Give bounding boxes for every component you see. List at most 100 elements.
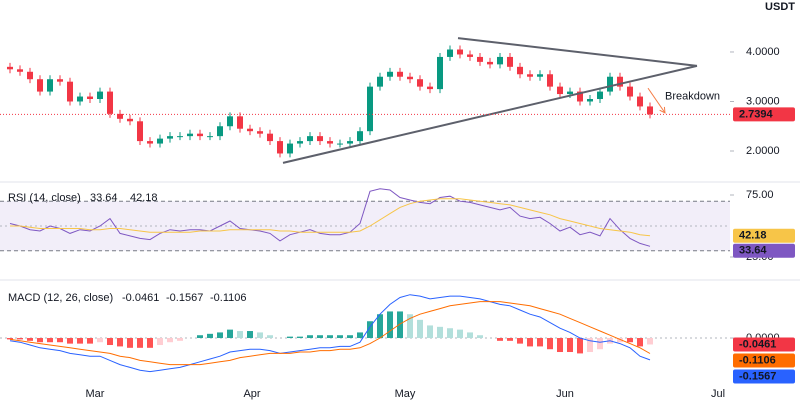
histogram-bar bbox=[627, 338, 633, 343]
y-tick-label: 3.0000 bbox=[746, 95, 780, 107]
histogram-bar bbox=[437, 326, 443, 339]
macd-line bbox=[9, 294, 651, 373]
pane-legend: MACD (12, 26, close) bbox=[8, 292, 113, 304]
arrow bbox=[647, 87, 666, 114]
histogram-bar bbox=[37, 338, 43, 343]
histogram-bar bbox=[367, 321, 373, 339]
macd-line bbox=[9, 301, 651, 366]
histogram-bar bbox=[517, 338, 523, 344]
histogram-bar bbox=[317, 335, 323, 339]
candle-body bbox=[327, 141, 333, 144]
currency-label: USDT bbox=[765, 1, 795, 13]
value-label-box bbox=[733, 228, 795, 243]
candle-body bbox=[317, 136, 323, 142]
candle-body bbox=[527, 74, 533, 77]
value-label: 42.18 bbox=[739, 230, 767, 242]
candle-body bbox=[547, 74, 553, 87]
histogram-bar bbox=[237, 331, 243, 339]
histogram-bar bbox=[27, 338, 33, 341]
histogram-bar bbox=[227, 329, 233, 339]
candle-body bbox=[627, 86, 633, 97]
candle-body bbox=[217, 126, 223, 137]
candle-body bbox=[187, 133, 193, 137]
candle-body bbox=[367, 86, 373, 132]
candle-body bbox=[167, 136, 173, 139]
candle-body bbox=[307, 136, 313, 142]
histogram-bar bbox=[327, 335, 333, 339]
x-tick-label: Apr bbox=[243, 388, 260, 400]
candle-body bbox=[487, 61, 493, 65]
legend-value: -0.1567 bbox=[166, 292, 203, 304]
candle-body bbox=[507, 56, 513, 67]
histogram-bar bbox=[377, 314, 383, 339]
candle-body bbox=[427, 86, 433, 90]
histogram-bar bbox=[447, 328, 453, 339]
histogram-bar bbox=[497, 338, 503, 341]
histogram-bar bbox=[247, 331, 253, 339]
histogram-bar bbox=[207, 333, 213, 339]
candle-body bbox=[147, 141, 153, 144]
x-tick-label: Mar bbox=[86, 388, 105, 400]
histogram-bar bbox=[357, 332, 363, 339]
histogram-bar bbox=[407, 314, 413, 339]
candle-body bbox=[237, 116, 243, 129]
candle-body bbox=[617, 76, 623, 87]
histogram-bar bbox=[547, 338, 553, 350]
y-tick-label: 75.00 bbox=[746, 189, 774, 201]
histogram-bar bbox=[557, 338, 563, 353]
histogram-bar bbox=[127, 338, 133, 348]
histogram-bar bbox=[457, 329, 463, 339]
candle-body bbox=[567, 91, 573, 95]
candle-body bbox=[267, 133, 273, 142]
value-label-box bbox=[733, 353, 795, 368]
candle-body bbox=[577, 91, 583, 102]
y-tick-label: 2.0000 bbox=[746, 145, 780, 157]
candle-body bbox=[177, 136, 183, 138]
candle-body bbox=[117, 113, 123, 119]
histogram-bar bbox=[47, 338, 53, 343]
value-label-box bbox=[733, 369, 795, 384]
histogram-bar bbox=[197, 335, 203, 339]
legend-value: 42.18 bbox=[130, 192, 158, 204]
candle-body bbox=[17, 69, 23, 72]
histogram-bar bbox=[267, 335, 273, 339]
rsi-line bbox=[10, 198, 651, 237]
candle-body bbox=[37, 79, 43, 92]
histogram-bar bbox=[347, 335, 353, 339]
histogram-bar bbox=[417, 319, 423, 339]
histogram-bar bbox=[647, 338, 653, 345]
trendline bbox=[457, 37, 698, 67]
histogram-bar bbox=[637, 338, 643, 347]
candle-body bbox=[467, 54, 473, 57]
value-label: -0.1106 bbox=[739, 354, 776, 366]
candle-body bbox=[137, 121, 143, 142]
x-tick-label: Jun bbox=[556, 388, 574, 400]
value-label-box bbox=[733, 337, 795, 352]
candle-body bbox=[347, 141, 353, 144]
histogram-bar bbox=[87, 338, 93, 344]
histogram-bar bbox=[507, 338, 513, 341]
candle-body bbox=[557, 86, 563, 95]
value-label: -0.0461 bbox=[739, 338, 776, 350]
histogram-bar bbox=[257, 332, 263, 339]
histogram-bar bbox=[97, 338, 103, 343]
candle-body bbox=[647, 106, 653, 115]
candle-body bbox=[357, 131, 363, 142]
candle-body bbox=[637, 96, 643, 107]
histogram-bar bbox=[67, 338, 73, 344]
histogram-bar bbox=[617, 338, 623, 343]
histogram-bar bbox=[577, 338, 583, 354]
candle-body bbox=[397, 71, 403, 77]
histogram-bar bbox=[177, 338, 183, 341]
histogram-bar bbox=[157, 338, 163, 346]
histogram-bar bbox=[297, 336, 303, 339]
histogram-bar bbox=[537, 338, 543, 347]
candle-body bbox=[297, 141, 303, 144]
legend-value: -0.0461 bbox=[122, 292, 159, 304]
x-tick-label: May bbox=[395, 388, 416, 400]
candle-body bbox=[247, 128, 253, 132]
y-tick-label: 4.0000 bbox=[746, 46, 780, 58]
histogram-bar bbox=[137, 338, 143, 348]
legend-value: -0.1106 bbox=[210, 292, 247, 304]
